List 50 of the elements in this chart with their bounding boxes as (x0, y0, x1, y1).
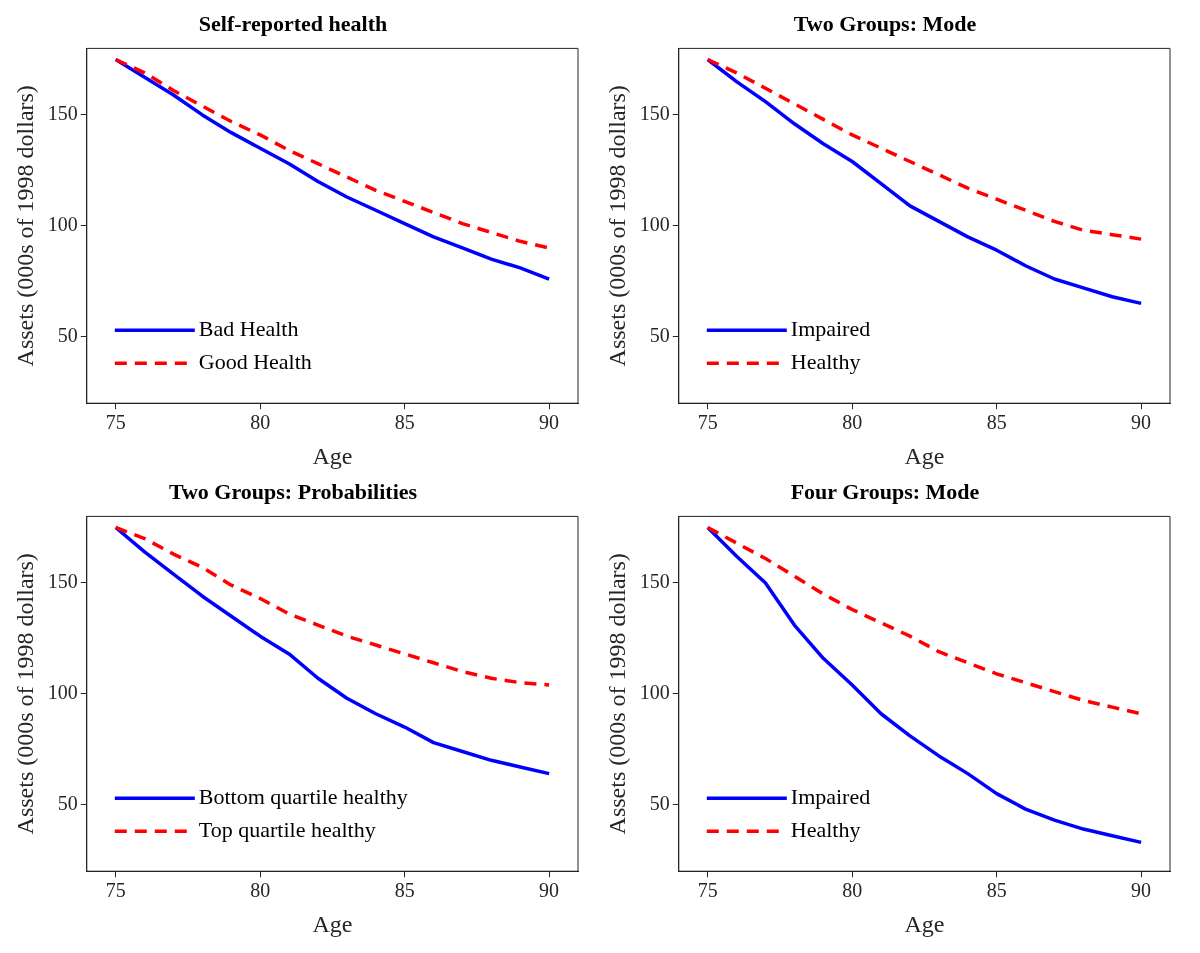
legend-label: Bottom quartile healthy (198, 783, 408, 809)
x-tick-label: 80 (250, 879, 271, 902)
x-axis-title: Age (904, 910, 945, 937)
x-tick-label: 85 (394, 879, 415, 902)
y-tick-label: 150 (639, 102, 670, 125)
y-tick-label: 150 (639, 570, 670, 593)
legend-label: Healthy (790, 816, 861, 842)
legend-label: Impaired (790, 783, 871, 809)
legend-label: Impaired (790, 315, 871, 341)
x-axis-title: Age (312, 442, 353, 469)
y-tick-label: 50 (649, 791, 670, 814)
chart-title: Two Groups: Mode (793, 10, 977, 36)
x-axis-title: Age (312, 910, 353, 937)
y-tick-label: 100 (47, 213, 78, 236)
x-tick-label: 80 (842, 411, 863, 434)
x-tick-label: 75 (697, 411, 718, 434)
x-tick-label: 75 (105, 411, 126, 434)
x-tick-label: 85 (394, 411, 415, 434)
chart-title: Self-reported health (198, 10, 388, 36)
line-series (705, 57, 1143, 241)
y-tick-label: 50 (57, 791, 78, 814)
y-axis-title: Assets (000s of 1998 dollars) (11, 85, 38, 367)
chart-title: Four Groups: Mode (790, 478, 980, 504)
x-tick-label: 80 (250, 411, 271, 434)
x-tick-label: 85 (986, 879, 1007, 902)
x-tick-label: 75 (105, 879, 126, 902)
x-tick-label: 90 (539, 879, 560, 902)
legend-label: Good Health (198, 348, 312, 374)
x-tick-label: 90 (1131, 879, 1152, 902)
line-series (113, 525, 551, 687)
y-tick-label: 50 (57, 323, 78, 346)
y-tick-label: 50 (649, 323, 670, 346)
y-tick-label: 100 (47, 681, 78, 704)
y-tick-label: 100 (639, 681, 670, 704)
legend-label: Bad Health (198, 315, 299, 341)
y-tick-label: 100 (639, 213, 670, 236)
y-axis-title: Assets (000s of 1998 dollars) (11, 553, 38, 835)
y-tick-label: 150 (47, 570, 78, 593)
x-tick-label: 80 (842, 879, 863, 902)
x-axis-title: Age (904, 442, 945, 469)
y-axis-title: Assets (000s of 1998 dollars) (603, 553, 630, 835)
legend-label: Healthy (790, 348, 861, 374)
y-tick-label: 150 (47, 102, 78, 125)
legend-label: Top quartile healthy (198, 816, 376, 842)
y-axis-title: Assets (000s of 1998 dollars) (603, 85, 630, 367)
x-tick-label: 90 (539, 411, 560, 434)
x-tick-label: 85 (986, 411, 1007, 434)
chart-title: Two Groups: Probabilities (168, 478, 418, 504)
x-tick-label: 75 (697, 879, 718, 902)
x-tick-label: 90 (1131, 411, 1152, 434)
